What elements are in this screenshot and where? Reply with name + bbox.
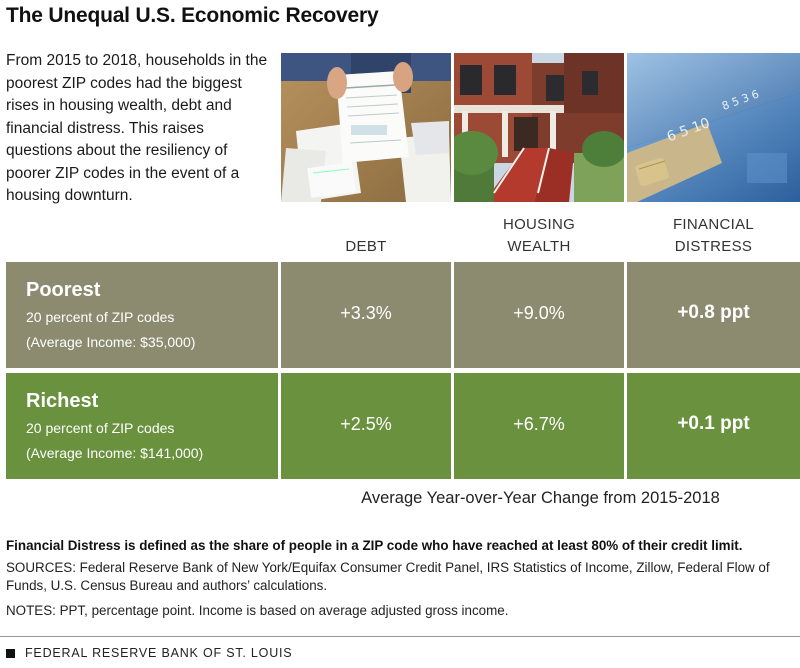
column-header-debt: DEBT <box>345 238 387 255</box>
data-value: +9.0% <box>513 302 565 323</box>
column-header-financial-distress-text: FINANCIAL DISTRESS <box>672 216 755 255</box>
table-caption: Average Year-over-Year Change from 2015-… <box>361 489 720 507</box>
row-income: (Average Income: $35,000) <box>26 334 196 350</box>
poorest-debt-cell: +3.3% <box>281 262 451 368</box>
column-header-financial-distress: FINANCIAL DISTRESS <box>627 210 800 258</box>
data-value: +3.3% <box>340 302 392 323</box>
column-header-housing-wealth: HOUSING WEALTH <box>454 210 624 258</box>
poorest-financial-distress-cell: +0.8 ppt <box>627 262 800 368</box>
richest-financial-distress-cell: +0.1 ppt <box>627 373 800 479</box>
footer: FEDERAL RESERVE BANK OF ST. LOUIS <box>6 646 292 660</box>
richest-housing-wealth-cell: +6.7% <box>454 373 624 479</box>
row-houses-photo <box>454 53 624 202</box>
notes-text: NOTES: PPT, percentage point. Income is … <box>6 603 509 618</box>
row-label-poorest: Poorest 20 percent of ZIP codes (Average… <box>6 262 278 368</box>
footer-text: FEDERAL RESERVE BANK OF ST. LOUIS <box>25 646 293 660</box>
richest-debt-cell: +2.5% <box>281 373 451 479</box>
sources-note: SOURCES: Federal Reserve Bank of New Yor… <box>6 560 770 593</box>
data-value: +0.1 ppt <box>677 413 750 434</box>
data-value: +0.8 ppt <box>677 302 750 323</box>
column-header-housing-wealth-text: HOUSING WEALTH <box>502 216 576 255</box>
credit-cards-photo: 6 5 10 8 5 3 6 <box>627 53 800 202</box>
bills-paperwork-photo <box>281 53 451 202</box>
footer-divider <box>0 636 800 637</box>
row-label-richest: Richest 20 percent of ZIP codes (Average… <box>6 373 278 479</box>
poorest-housing-wealth-cell: +9.0% <box>454 262 624 368</box>
row-income: (Average Income: $141,000) <box>26 445 204 461</box>
square-bullet-icon <box>6 648 15 658</box>
intro-text: From 2015 to 2018, households in the poo… <box>6 52 268 204</box>
data-value: +2.5% <box>340 413 392 434</box>
definition-note: Financial Distress is defined as the sha… <box>6 538 743 553</box>
row-subtitle: 20 percent of ZIP codes <box>26 420 175 436</box>
row-name: Poorest <box>26 279 101 301</box>
row-name: Richest <box>26 390 99 412</box>
row-subtitle: 20 percent of ZIP codes <box>26 309 175 325</box>
chart-title: The Unequal U.S. Economic Recovery <box>6 4 379 27</box>
data-value: +6.7% <box>513 413 565 434</box>
